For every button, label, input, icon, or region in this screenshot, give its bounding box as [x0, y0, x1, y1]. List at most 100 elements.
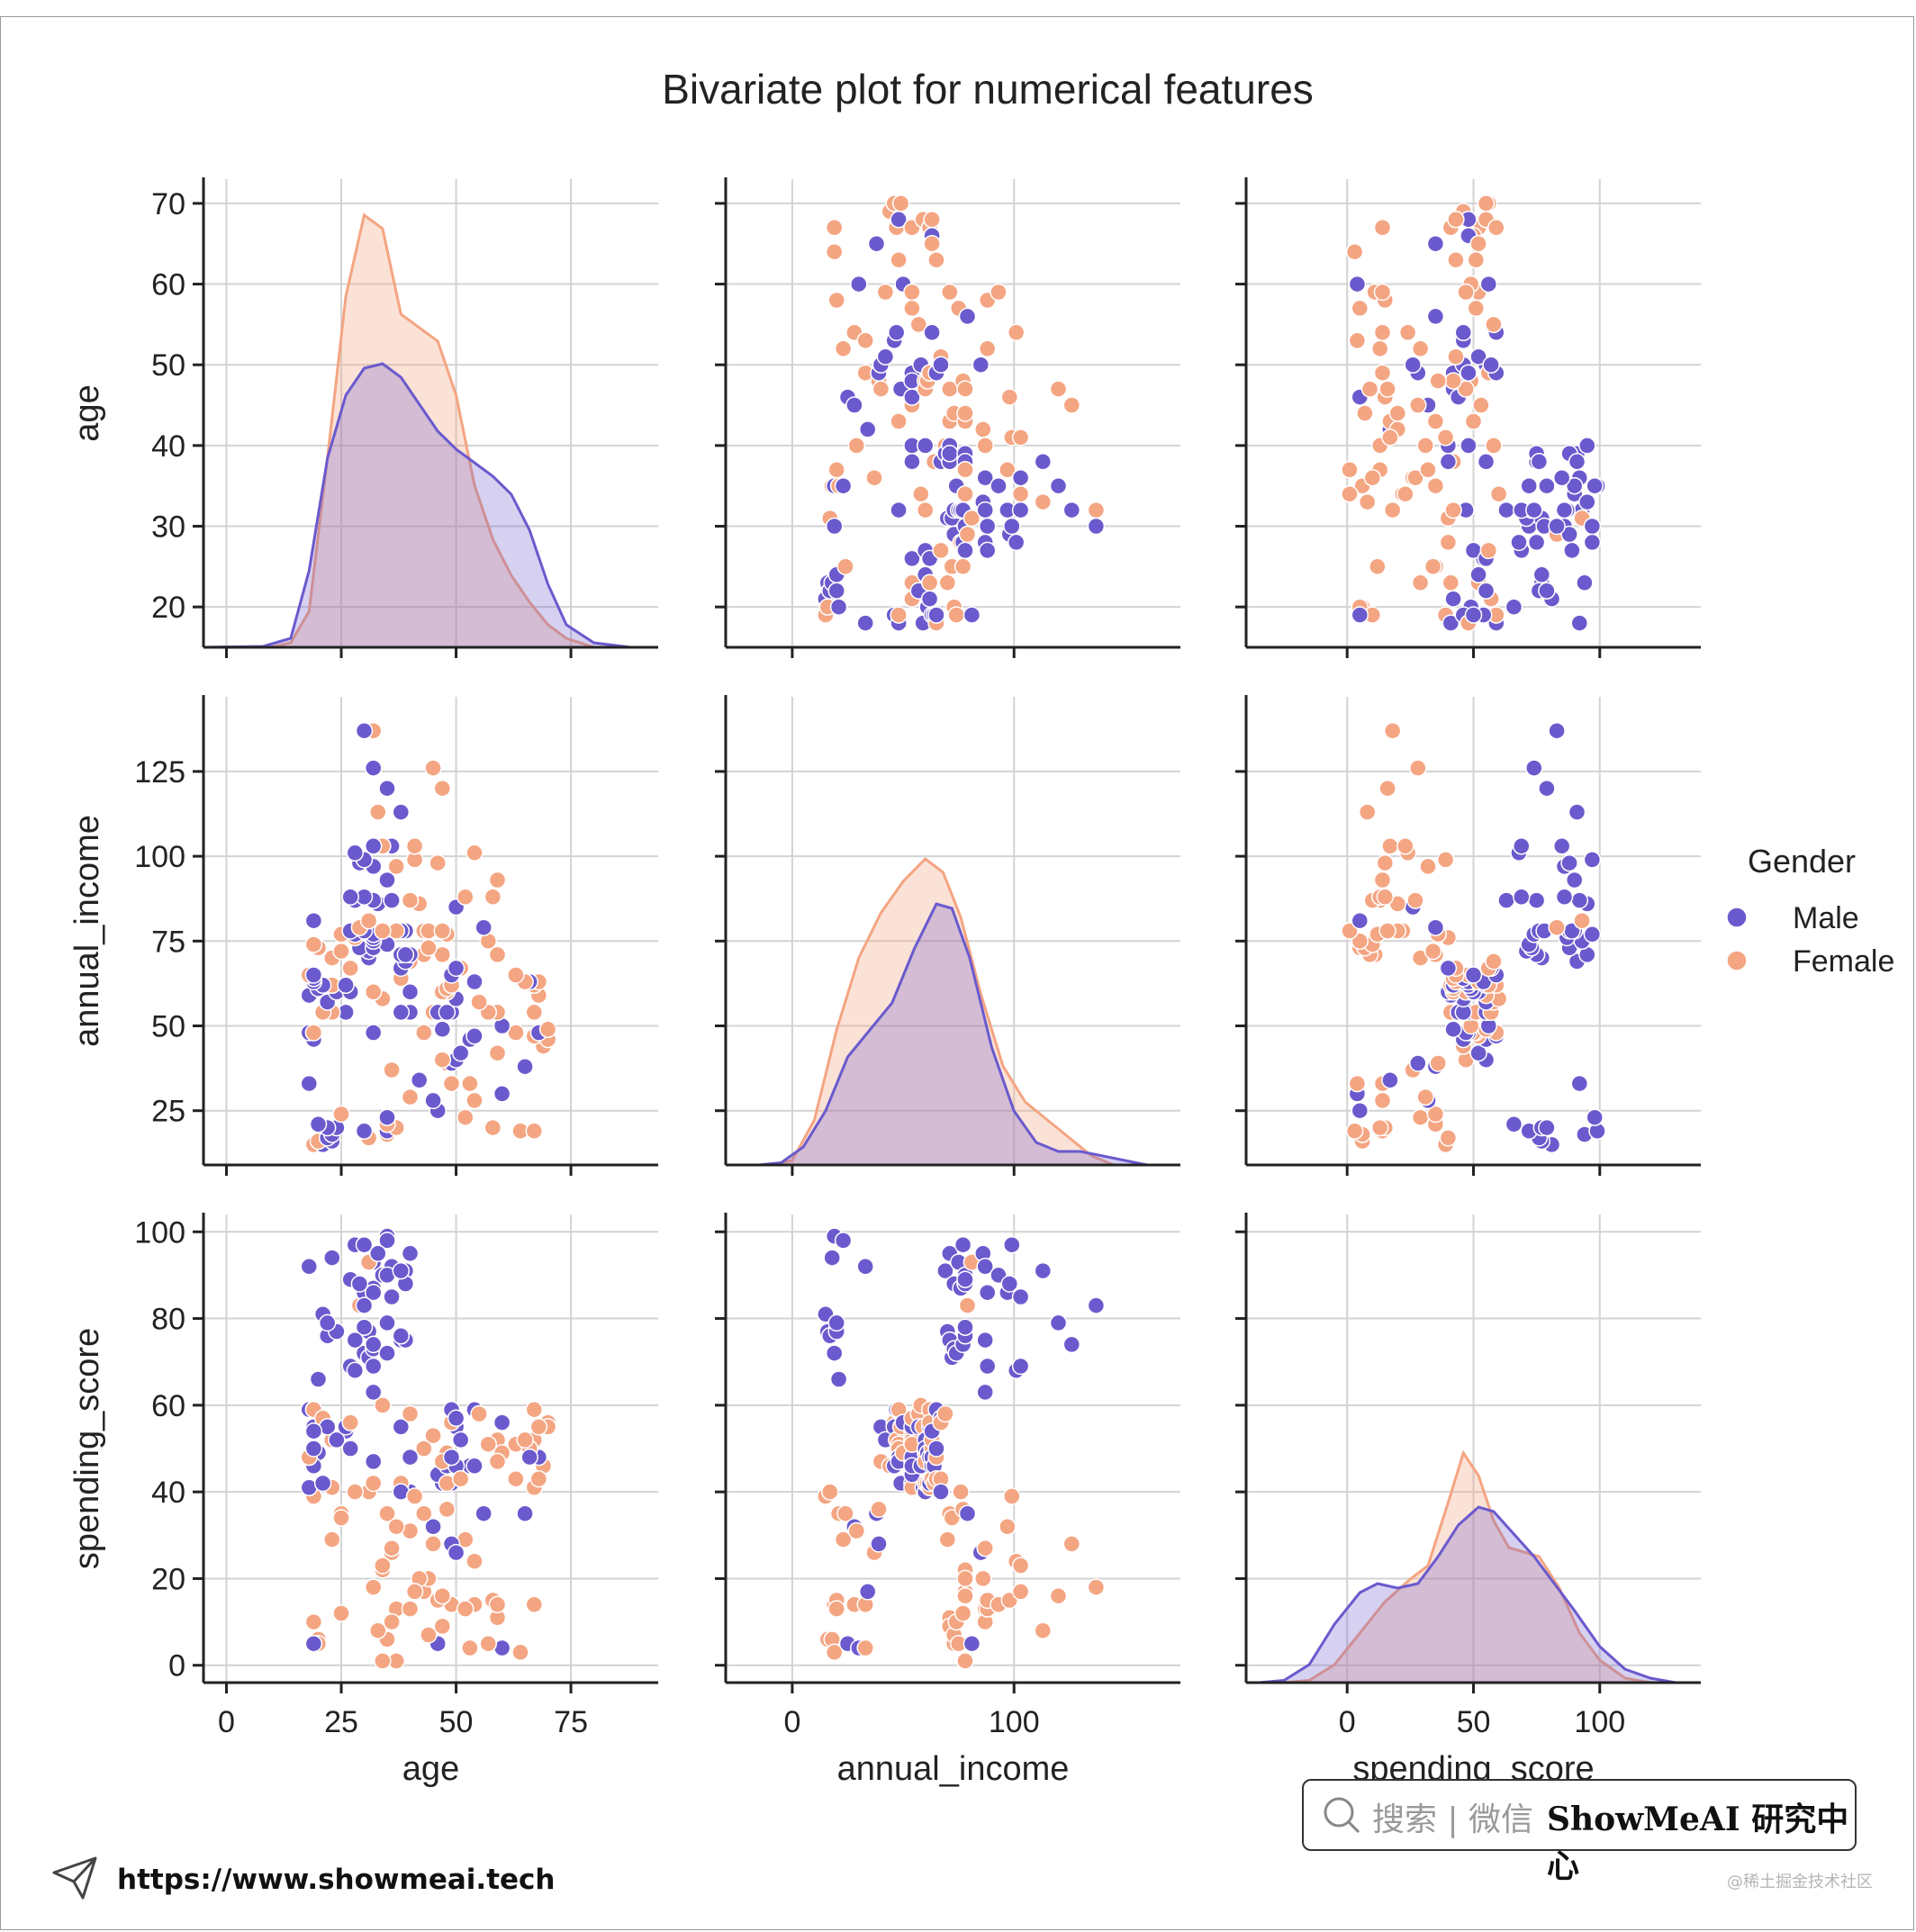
scatter-point-female: [956, 380, 974, 398]
scatter-point-male: [392, 803, 411, 821]
x-tick-label: 75: [554, 1705, 588, 1739]
scatter-point-male: [870, 1535, 888, 1553]
scatter-point-female: [952, 1483, 970, 1501]
scatter-point-female: [932, 541, 950, 560]
scatter-point-female: [1467, 250, 1486, 269]
scatter-point-male: [1442, 614, 1460, 632]
scatter-point-male: [392, 1327, 411, 1345]
y-tick-label: 100: [134, 840, 185, 874]
scatter-point-male: [976, 1383, 994, 1402]
scatter-point-female: [1487, 219, 1505, 237]
scatter-point-female: [1062, 396, 1081, 414]
scatter-point-male: [364, 1357, 383, 1376]
scatter-point-male: [1454, 323, 1473, 342]
y-axis-label: annual_income: [68, 815, 106, 1047]
scatter-point-male: [465, 972, 484, 991]
scatter-point-female: [890, 250, 908, 269]
y-tick-label: 60: [151, 268, 185, 302]
scatter-point-female: [1411, 339, 1430, 358]
scatter-point-male: [378, 1232, 396, 1250]
scatter-point-female: [956, 404, 974, 422]
scatter-point-male: [304, 1634, 323, 1653]
scatter-point-female: [461, 1639, 479, 1657]
scatter-point-male: [927, 606, 945, 624]
scatter-point-female: [1416, 437, 1434, 455]
scatter-point-male: [516, 1504, 534, 1522]
scatter-point-male: [447, 1543, 465, 1562]
scatter-point-female: [1447, 211, 1465, 229]
scatter-point-male: [1583, 517, 1602, 536]
scatter-point-male: [337, 976, 355, 995]
scatter-point-male: [1011, 501, 1030, 519]
search-box-brand: ShowMeAI 研究中心: [1547, 1801, 1849, 1885]
scatter-point-male: [1583, 851, 1602, 869]
scatter-point-female: [1398, 323, 1417, 342]
scatter-point-male: [1538, 582, 1556, 600]
scatter-point-female: [1369, 557, 1387, 576]
scatter-point-female: [433, 1617, 452, 1636]
scatter-point-male: [364, 1283, 383, 1302]
scatter-point-male: [346, 1361, 365, 1380]
scatter-point-female: [956, 1569, 974, 1588]
scatter-point-male: [1381, 1071, 1399, 1089]
scatter-point-male: [976, 468, 994, 487]
scatter-point-male: [1586, 1108, 1604, 1126]
scatter-point-male: [1007, 533, 1026, 552]
scatter-point-male: [1426, 918, 1445, 936]
scatter-point-female: [374, 922, 392, 940]
scatter-point-female: [525, 1003, 544, 1022]
scatter-point-male: [829, 598, 848, 616]
scatter-point-male: [355, 1122, 374, 1141]
scatter-point-male: [304, 1422, 323, 1440]
scatter-point-female: [1348, 331, 1367, 350]
scatter-point-male: [1351, 606, 1369, 624]
scatter-point-female: [1376, 853, 1395, 872]
scatter-point-female: [401, 891, 420, 909]
scatter-point-female: [433, 1051, 452, 1069]
scatter-point-female: [1378, 380, 1396, 398]
scatter-point-male: [1563, 541, 1581, 560]
scatter-point-female: [341, 959, 359, 978]
legend-label-male: Male: [1793, 901, 1859, 935]
scatter-point-male: [972, 356, 990, 374]
scatter-point-female: [1007, 323, 1026, 342]
scatter-point-female: [956, 484, 974, 503]
scatter-point-female: [1373, 219, 1392, 237]
scatter-point-female: [1489, 484, 1508, 503]
scatter-point-female: [990, 283, 1008, 302]
scatter-point-male: [932, 1483, 950, 1501]
scatter-point-male: [1570, 1074, 1589, 1093]
scatter-point-male: [1062, 1335, 1081, 1354]
scatter-point-male: [1460, 364, 1478, 382]
panel-age-vs-age: 20 30 40 50 60 70 age: [68, 177, 658, 658]
scatter-point-male: [887, 323, 906, 342]
scatter-point-female: [1373, 283, 1392, 302]
scatter-point-male: [424, 1517, 442, 1536]
scatter-point-male: [1532, 565, 1551, 584]
scatter-point-male: [1482, 356, 1500, 374]
paper-plane-icon: [52, 1856, 97, 1900]
scatter-point-female: [936, 1404, 954, 1423]
scatter-point-male: [392, 1003, 411, 1022]
scatter-point-female: [1378, 922, 1396, 940]
scatter-point-female: [1087, 1578, 1106, 1596]
scatter-point-male: [927, 1440, 945, 1458]
scatter-point-male: [1351, 911, 1369, 930]
scatter-point-female: [429, 853, 447, 872]
scatter-point-female: [976, 437, 994, 455]
scatter-point-male: [1469, 565, 1487, 584]
scatter-point-female: [1429, 1054, 1447, 1072]
scatter-point-male: [829, 1370, 848, 1388]
scatter-point-male: [364, 1383, 383, 1402]
scatter-point-male: [1497, 891, 1515, 909]
footer-url[interactable]: https://www.showmeai.tech: [117, 1864, 556, 1896]
search-box[interactable]: 搜索 | 微信 ShowMeAI 研究中心: [1302, 1779, 1857, 1885]
scatter-point-male: [978, 541, 997, 560]
scatter-point-female: [507, 966, 525, 984]
scatter-point-female: [872, 380, 890, 398]
scatter-point-female: [1406, 468, 1424, 487]
scatter-point-female: [1409, 759, 1427, 777]
scatter-point-male: [355, 1318, 374, 1336]
scatter-point-male: [493, 1413, 511, 1431]
scatter-point-male: [1583, 533, 1602, 552]
